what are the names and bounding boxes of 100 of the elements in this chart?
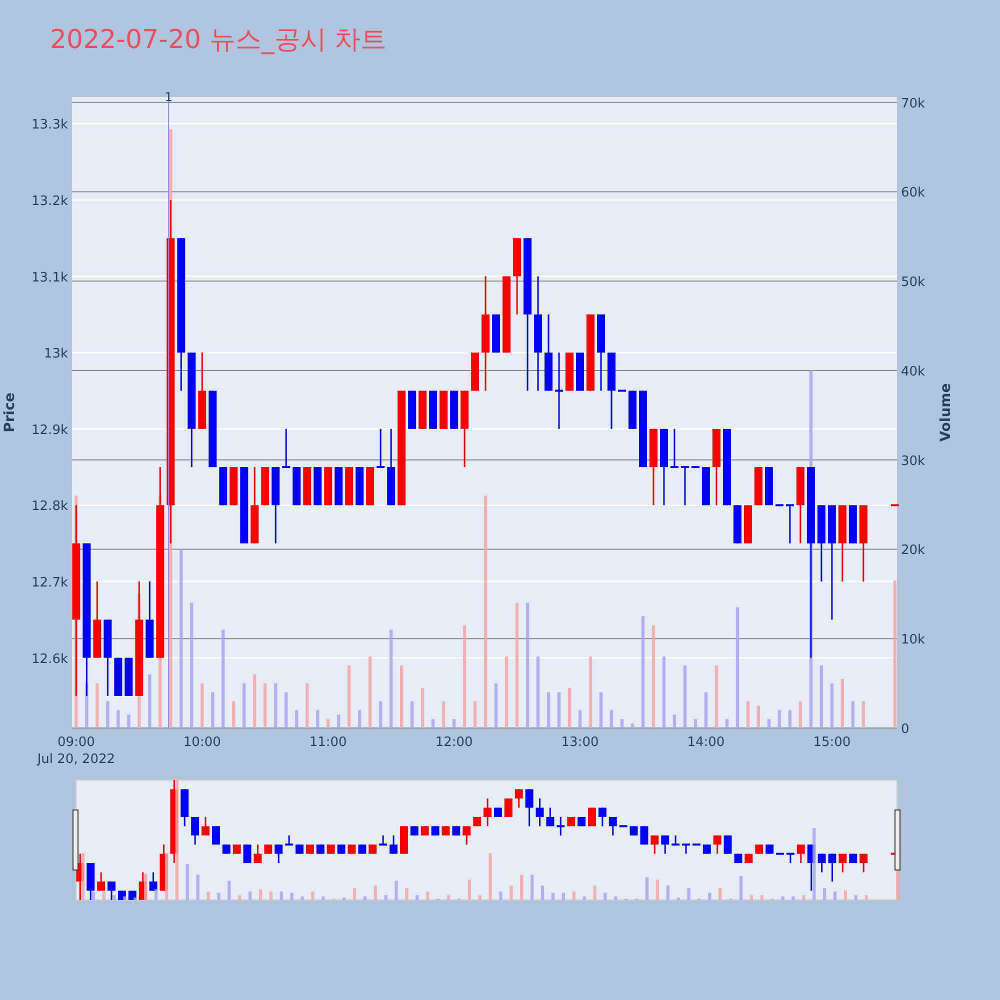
bar <box>405 888 408 900</box>
bar <box>750 895 754 900</box>
bar <box>760 895 764 900</box>
bar <box>426 892 430 900</box>
candlestick <box>149 872 158 892</box>
bar <box>337 714 340 728</box>
candlestick <box>306 844 314 855</box>
candlestick <box>598 806 606 827</box>
candlestick <box>818 853 826 874</box>
bar <box>390 630 393 728</box>
bar <box>830 683 834 728</box>
bar <box>530 874 534 900</box>
x-tick-label: 10:00 <box>183 735 221 750</box>
bar <box>421 688 424 728</box>
candlestick <box>264 844 272 855</box>
bar <box>200 683 204 728</box>
candlestick <box>556 816 565 836</box>
candlestick <box>390 834 398 855</box>
bar <box>714 665 718 728</box>
y-tick-label: 13k <box>44 346 68 362</box>
candlestick <box>462 825 471 846</box>
bar <box>116 710 120 728</box>
bar <box>739 876 743 900</box>
bar <box>610 710 614 728</box>
bar <box>196 874 200 900</box>
candlestick <box>536 798 544 827</box>
x-tick-label: 09:00 Jul 20, 2022 <box>36 735 116 767</box>
bar <box>442 701 446 728</box>
candlestick <box>838 853 847 874</box>
bar <box>248 892 252 900</box>
candlestick <box>724 834 732 855</box>
bar <box>630 724 634 728</box>
candlestick <box>452 825 460 836</box>
candlestick <box>828 853 836 882</box>
bar <box>316 710 320 728</box>
candlestick <box>348 844 356 855</box>
bar <box>862 701 865 728</box>
bar <box>778 710 782 728</box>
y-tick-label: 13.3k <box>32 118 68 133</box>
bar <box>253 674 256 728</box>
bar <box>844 890 848 900</box>
x-tick-label: 14:00 <box>687 735 725 750</box>
x-tick-label: 13:00 <box>561 735 599 750</box>
bar <box>802 895 806 900</box>
candlestick <box>755 844 764 855</box>
candlestick <box>555 352 564 430</box>
bar <box>562 892 565 900</box>
x-tick-label: 12:00 <box>435 735 473 750</box>
ref-line-label: 1 <box>164 90 172 104</box>
candlestick <box>670 428 678 468</box>
candlestick <box>337 844 346 855</box>
bar <box>322 896 325 900</box>
bar <box>300 896 304 900</box>
bar <box>840 678 844 728</box>
bar <box>269 892 273 900</box>
bar <box>217 892 220 900</box>
bar <box>526 602 530 728</box>
candlestick <box>274 844 283 864</box>
bar <box>478 895 482 900</box>
candlestick <box>431 825 440 836</box>
bar <box>599 692 603 728</box>
bar <box>368 656 372 728</box>
candlestick <box>608 816 617 836</box>
bar <box>306 683 309 728</box>
y-tick-label: 12.8k <box>32 499 68 514</box>
candlestick <box>860 853 868 874</box>
y2-tick-label: 0 <box>901 722 910 737</box>
bar <box>820 665 823 728</box>
candlestick <box>796 844 805 864</box>
candlestick <box>514 788 523 808</box>
bar <box>645 877 649 900</box>
bar <box>588 656 592 728</box>
bar <box>833 892 837 900</box>
y-tick-label: 13.2k <box>32 194 68 210</box>
candlestick <box>494 806 502 818</box>
bar <box>211 692 214 728</box>
y2-tick-label: 10k <box>901 632 926 648</box>
bar <box>746 701 750 728</box>
candlestick <box>191 816 200 846</box>
bar <box>582 896 586 900</box>
candlestick <box>285 834 294 846</box>
bar <box>148 674 152 728</box>
bar <box>494 683 498 728</box>
bar <box>123 896 126 900</box>
bar <box>452 719 456 728</box>
y2-axis-title: Volume <box>938 383 954 442</box>
bar <box>767 719 771 728</box>
bar <box>504 656 508 728</box>
bar <box>96 683 99 728</box>
bar <box>311 892 314 900</box>
bar <box>851 701 854 728</box>
bar <box>546 692 550 728</box>
y-tick-label: 12.6k <box>32 652 68 667</box>
y2-tick-label: 30k <box>901 454 926 469</box>
candlestick <box>766 844 774 855</box>
bar <box>557 692 561 728</box>
candlestick <box>630 825 638 836</box>
bar <box>468 880 471 900</box>
bar <box>348 665 351 728</box>
x-tick-label: 15:00 <box>813 735 851 750</box>
